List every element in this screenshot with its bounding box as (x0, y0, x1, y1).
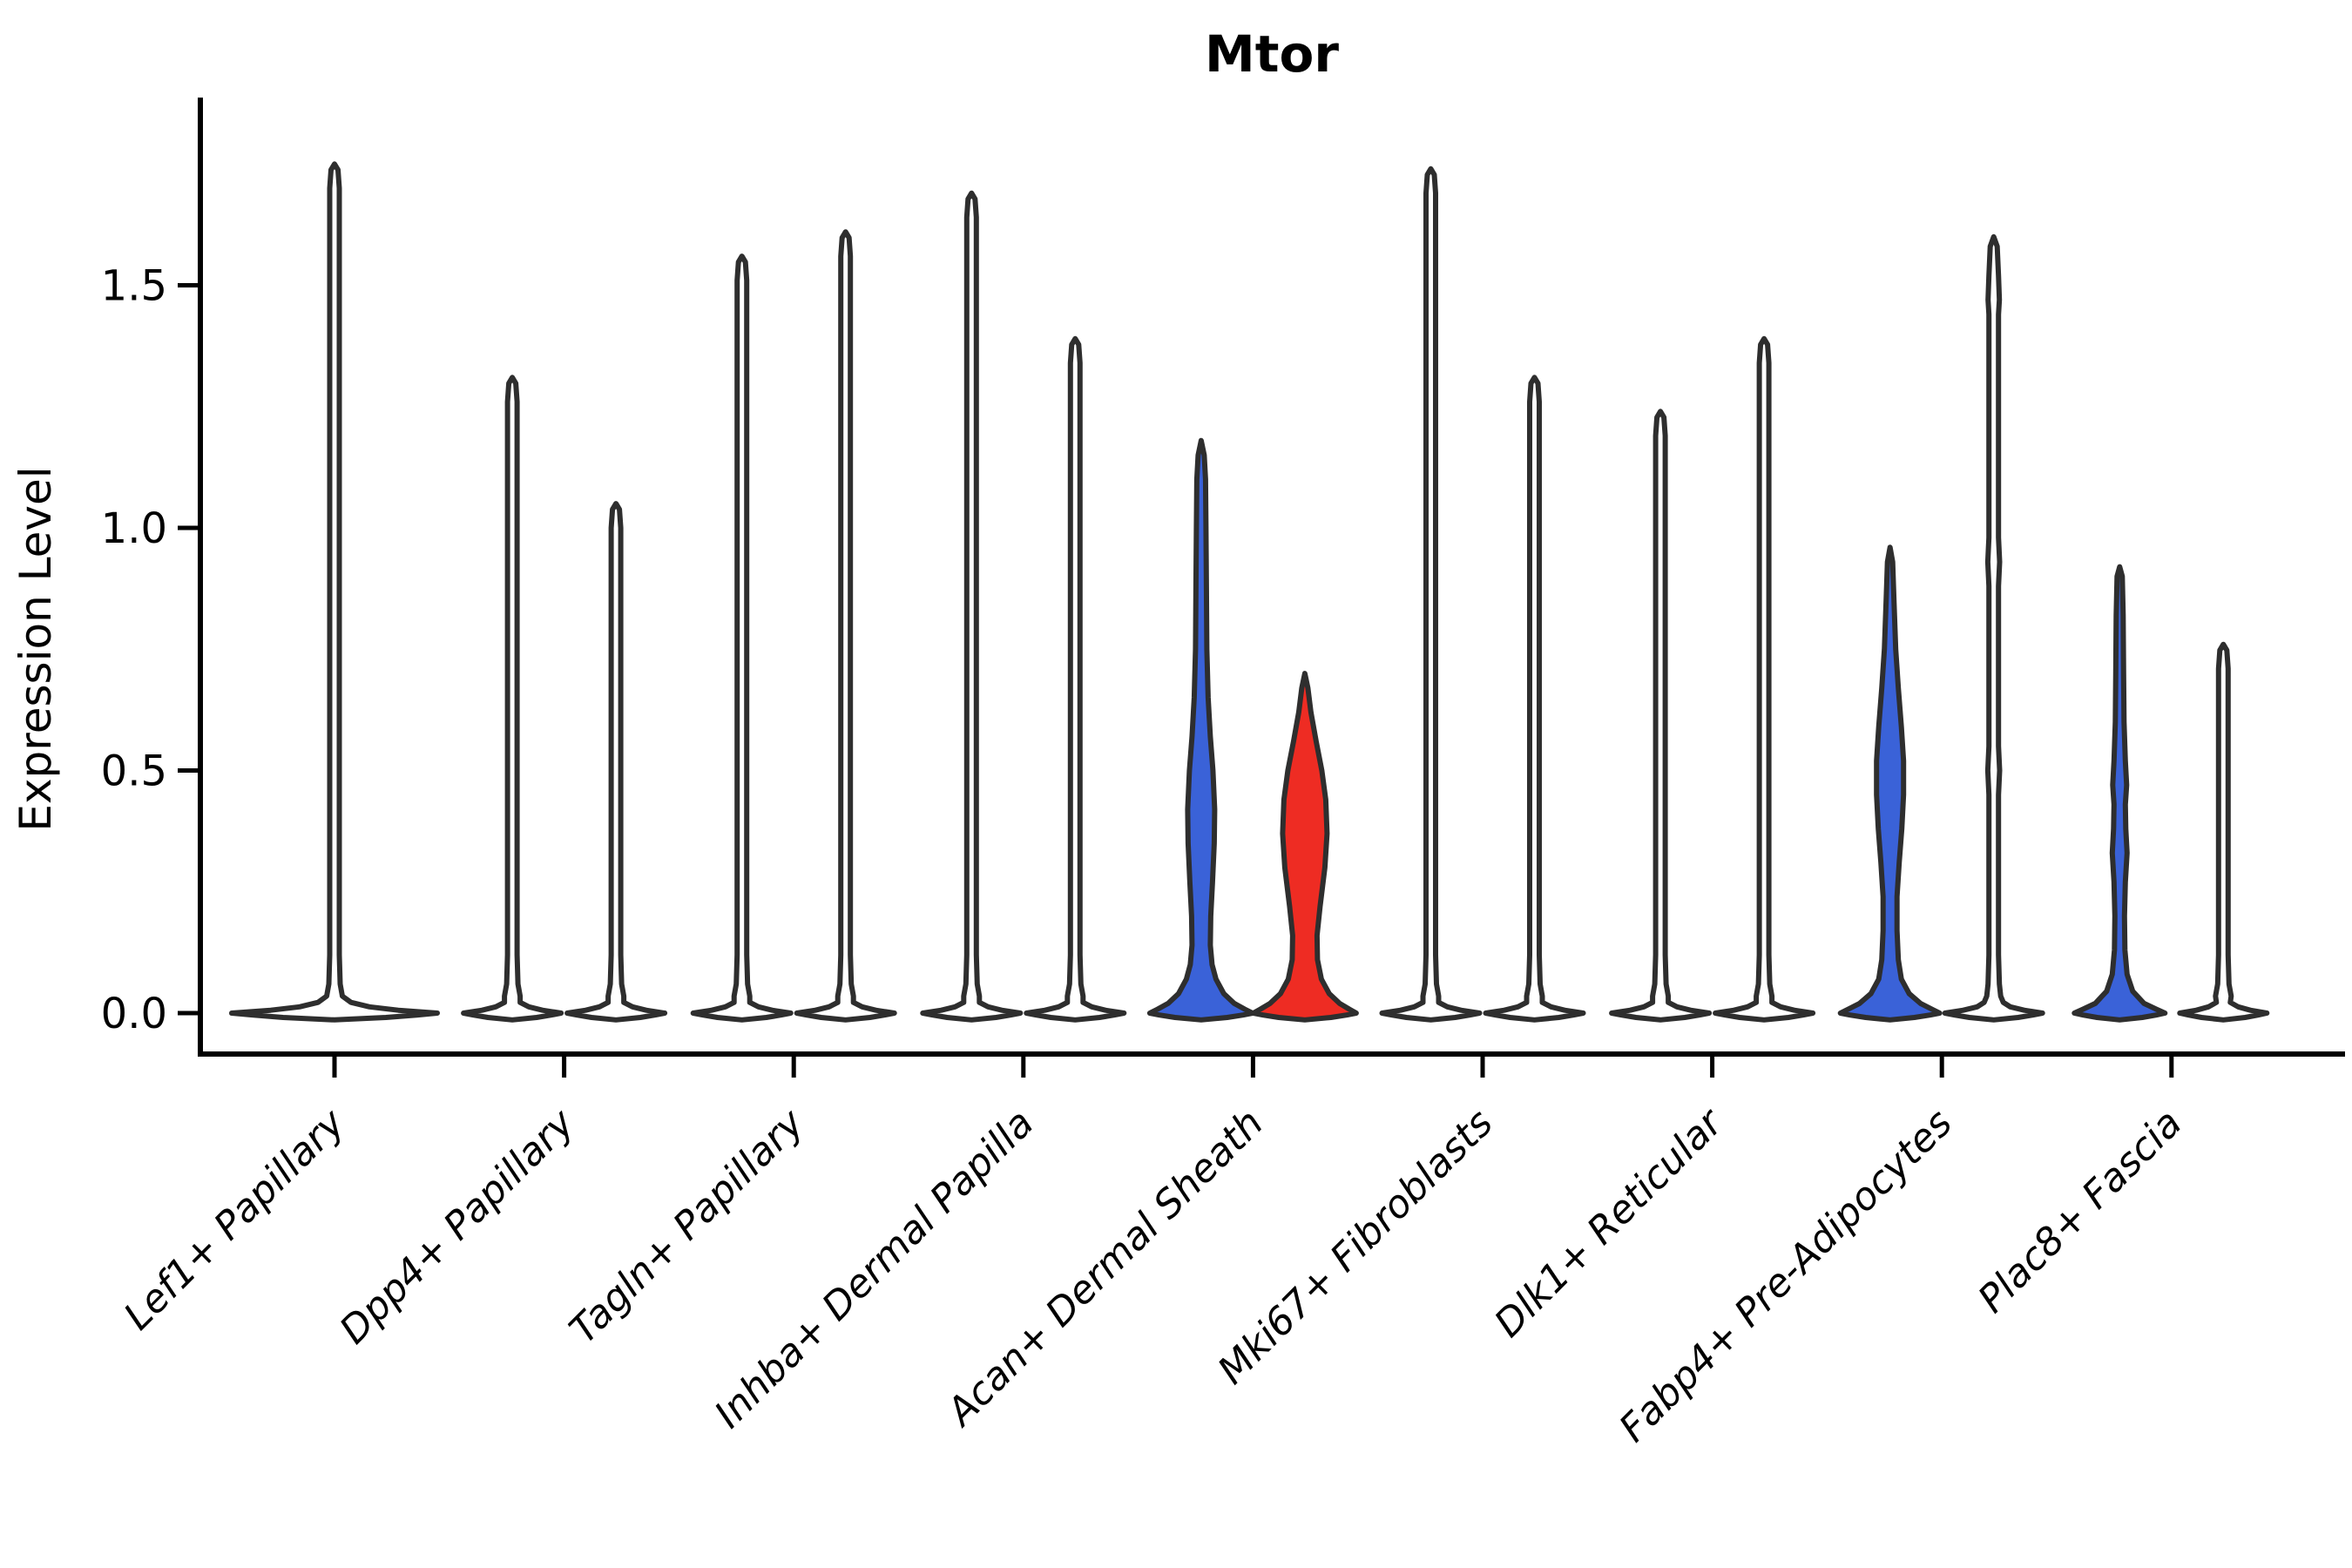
violin-0-0 (229, 161, 440, 1023)
violins-layer (229, 161, 2270, 1023)
violin-4-1 (1250, 671, 1359, 1023)
violin-5-1 (1483, 375, 1586, 1023)
violin-2-1 (794, 229, 897, 1023)
violin-6-0 (1609, 409, 1713, 1023)
violin-8-1 (2177, 641, 2270, 1023)
x-tick-label: Plac8+ Fascia (1970, 1101, 2190, 1321)
y-tick-label: 0.0 (101, 990, 167, 1038)
x-tick-label: Tagln+ Papillary (561, 1100, 813, 1352)
violin-7-0 (1837, 544, 1943, 1023)
y-tick-label: 0.5 (101, 747, 167, 796)
y-axis-title: Expression Level (10, 466, 61, 831)
violin-2-0 (690, 253, 794, 1023)
y-tick-label: 1.0 (101, 504, 167, 553)
violin-1-1 (564, 501, 668, 1023)
x-tick-label: Dlk1+ Reticular (1486, 1099, 1733, 1346)
x-tick-label: Lef1+ Papillary (116, 1100, 355, 1339)
axes (198, 98, 2345, 1057)
chart-title: Mtor (1205, 24, 1339, 84)
violin-5-0 (1379, 166, 1483, 1023)
violin-4-0 (1146, 437, 1255, 1023)
violin-7-1 (1942, 233, 2045, 1023)
x-tick-label: Dpp4+ Papillary (331, 1100, 584, 1353)
violin-3-1 (1024, 335, 1127, 1023)
violin-3-0 (920, 190, 1024, 1023)
y-tick-label: 1.5 (101, 262, 167, 311)
y-axis-ticks: 0.0 0.5 1.0 1.5 (101, 262, 200, 1038)
violin-6-1 (1713, 335, 1816, 1023)
violin-8-0 (2072, 564, 2168, 1023)
violin-1-0 (461, 375, 564, 1023)
